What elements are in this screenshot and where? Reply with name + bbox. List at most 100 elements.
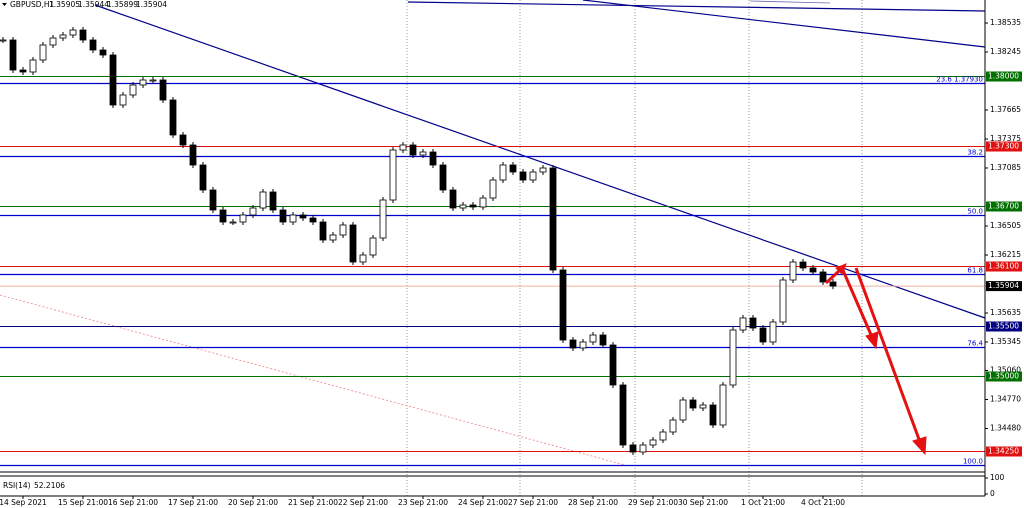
trendline	[94, 4, 986, 319]
candle	[69, 29, 77, 36]
candle	[589, 334, 597, 343]
candle	[469, 204, 477, 208]
y-tick-label: 1.37375	[990, 134, 1021, 143]
candle	[599, 334, 607, 346]
candle	[639, 444, 647, 453]
candle	[349, 224, 357, 263]
candle	[39, 44, 47, 61]
candle	[179, 134, 187, 146]
candle	[559, 269, 567, 341]
level-label: 1.34250	[988, 447, 1019, 456]
candle	[729, 329, 737, 386]
candle	[199, 164, 207, 191]
x-tick-label: 27 Sep 21:00	[508, 498, 558, 507]
x-tick-label: 16 Sep 21:00	[108, 498, 158, 507]
candle	[569, 339, 577, 349]
fib-label: 50.0	[967, 208, 983, 216]
candle	[689, 399, 697, 409]
fib-label: 100.0	[963, 458, 983, 466]
candle	[9, 39, 17, 71]
y-tick-label: 1.35060	[990, 366, 1021, 375]
candle	[239, 214, 247, 223]
candle	[309, 217, 317, 223]
arrow	[824, 268, 842, 285]
candle	[89, 39, 97, 51]
rsi-tick-label: 100	[990, 473, 1005, 482]
candle	[319, 221, 327, 241]
ohlc-open: 1.35905	[49, 0, 80, 9]
x-tick-label: 21 Sep 21:00	[288, 498, 338, 507]
candle	[99, 49, 107, 56]
x-tick-label: 14 Sep 2021	[0, 498, 47, 507]
candle	[529, 171, 537, 181]
level-label: 1.36700	[988, 202, 1019, 211]
candle	[249, 207, 257, 216]
candle	[339, 224, 347, 236]
x-tick-label: 23 Sep 21:00	[398, 498, 448, 507]
fib-label: 23.6 1.37930	[936, 76, 983, 84]
last-price-label: 1.35904	[988, 281, 1019, 290]
candle	[679, 399, 687, 421]
fib-label: 38.2	[967, 149, 983, 157]
candle	[629, 444, 637, 453]
x-tick-label: 24 Sep 21:00	[458, 498, 508, 507]
candle	[459, 204, 467, 209]
candle	[289, 214, 297, 223]
candle	[19, 69, 27, 73]
level-label: 1.38000	[988, 72, 1019, 81]
candle	[149, 79, 157, 82]
candle	[109, 54, 117, 106]
candle	[809, 267, 817, 273]
candle	[59, 34, 67, 39]
candle	[439, 164, 447, 191]
candle	[509, 164, 517, 173]
rsi-label: RSI(14)	[3, 481, 31, 490]
plot-layer	[0, 27, 985, 467]
candle	[709, 404, 717, 426]
x-tick-label: 29 Sep 21:00	[628, 498, 678, 507]
candle	[219, 209, 227, 223]
candle	[429, 151, 437, 166]
last-price-box	[986, 281, 1022, 292]
level-box	[986, 261, 1022, 272]
candle	[409, 144, 417, 156]
candle	[609, 344, 617, 386]
candle	[749, 317, 757, 329]
y-tick-label: 1.35635	[990, 308, 1021, 317]
candle	[229, 221, 237, 224]
x-tick-label: 4 Oct 21:00	[801, 498, 845, 507]
candle	[419, 151, 427, 156]
candle	[299, 214, 307, 219]
candle	[819, 271, 827, 283]
y-tick-label: 1.38245	[990, 47, 1021, 56]
y-tick-label: 1.37665	[990, 105, 1021, 114]
candle	[539, 167, 547, 173]
candle	[399, 144, 407, 151]
candle	[669, 419, 677, 433]
level-label: 1.37300	[988, 142, 1019, 151]
y-tick-label: 1.36505	[990, 221, 1021, 230]
candle	[139, 79, 147, 86]
y-tick-label: 1.36215	[990, 250, 1021, 259]
candle	[159, 79, 167, 101]
candle	[209, 189, 217, 211]
candle	[779, 279, 787, 323]
candle	[379, 199, 387, 239]
symbol: GBPUSD,H1	[10, 0, 55, 9]
candle	[49, 37, 57, 46]
level-box	[986, 371, 1022, 382]
candle	[549, 167, 557, 271]
trendline	[407, 1, 986, 12]
level-box	[986, 321, 1022, 332]
candle	[119, 94, 127, 106]
candle	[499, 164, 507, 181]
candle	[369, 237, 377, 256]
trendline	[582, 0, 986, 48]
rsi-value: 52.2106	[34, 481, 65, 490]
y-tick-label: 1.34770	[990, 395, 1021, 404]
arrows	[824, 263, 927, 456]
x-tick-label: 1 Oct 21:00	[741, 498, 785, 507]
level-label: 1.35500	[988, 322, 1019, 331]
candle	[829, 281, 837, 287]
